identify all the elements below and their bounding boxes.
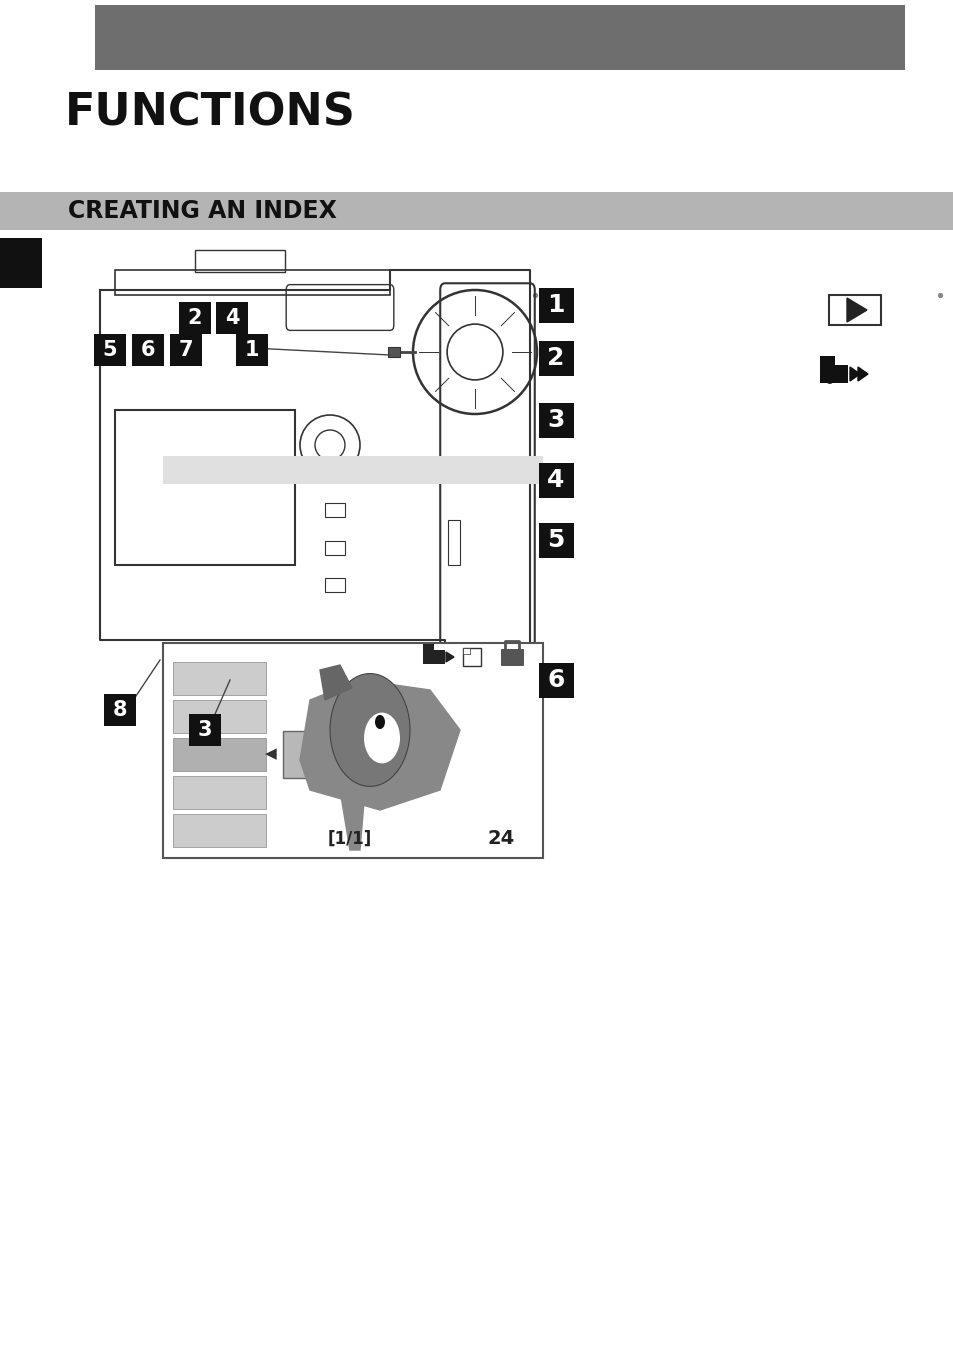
Bar xyxy=(215,302,248,334)
Bar xyxy=(189,713,221,746)
Text: 6: 6 xyxy=(141,341,155,359)
Bar xyxy=(115,411,294,565)
Polygon shape xyxy=(857,367,867,381)
Text: 24: 24 xyxy=(487,829,515,848)
Polygon shape xyxy=(299,680,459,810)
Bar xyxy=(538,402,574,437)
Bar xyxy=(422,650,444,664)
Text: 8: 8 xyxy=(112,700,127,720)
Polygon shape xyxy=(339,790,365,851)
Text: 4: 4 xyxy=(225,308,239,328)
Bar xyxy=(95,5,904,70)
Polygon shape xyxy=(849,367,859,381)
Bar xyxy=(115,271,390,295)
Text: 5: 5 xyxy=(547,528,564,552)
Bar xyxy=(132,334,164,366)
Text: 5: 5 xyxy=(103,341,117,359)
Bar xyxy=(179,302,211,334)
Text: 6: 6 xyxy=(547,668,564,692)
Bar xyxy=(538,664,574,699)
Bar xyxy=(448,520,459,565)
Bar xyxy=(0,192,953,230)
Text: 4: 4 xyxy=(547,468,564,493)
Bar xyxy=(500,649,522,665)
Bar xyxy=(172,700,266,734)
Bar xyxy=(538,463,574,498)
Bar xyxy=(820,365,847,384)
Bar xyxy=(170,334,202,366)
Text: 3: 3 xyxy=(547,408,564,432)
Text: 1: 1 xyxy=(245,341,259,359)
Circle shape xyxy=(821,365,836,384)
Bar xyxy=(325,541,345,555)
Bar xyxy=(538,288,574,323)
Bar xyxy=(828,295,880,324)
Text: 2: 2 xyxy=(547,346,564,370)
Bar xyxy=(172,777,266,809)
Circle shape xyxy=(375,715,385,730)
Bar xyxy=(538,341,574,376)
Bar xyxy=(820,355,835,366)
Text: 1: 1 xyxy=(547,293,564,318)
Polygon shape xyxy=(446,651,454,662)
Bar xyxy=(325,503,345,517)
Bar xyxy=(235,334,268,366)
Polygon shape xyxy=(846,297,866,322)
Bar xyxy=(194,250,285,272)
Bar xyxy=(172,662,266,695)
Bar xyxy=(462,647,470,654)
Bar xyxy=(462,647,480,666)
Bar xyxy=(104,695,136,725)
Bar xyxy=(388,347,399,357)
Bar xyxy=(538,524,574,559)
Text: ◀: ◀ xyxy=(265,747,276,762)
Bar xyxy=(163,643,542,857)
Bar xyxy=(172,738,266,771)
Text: CREATING AN INDEX: CREATING AN INDEX xyxy=(68,199,336,223)
Bar xyxy=(94,334,126,366)
Bar xyxy=(422,643,434,651)
Bar xyxy=(172,814,266,847)
Bar xyxy=(163,456,542,485)
Text: 2: 2 xyxy=(188,308,202,328)
Circle shape xyxy=(330,673,410,786)
Text: 3: 3 xyxy=(197,720,212,740)
Text: [1/1]: [1/1] xyxy=(328,830,372,848)
Circle shape xyxy=(364,712,399,763)
Bar xyxy=(283,731,373,778)
Bar xyxy=(325,577,345,592)
Bar xyxy=(0,238,42,288)
Text: FUNCTIONS: FUNCTIONS xyxy=(65,92,355,135)
Text: 7: 7 xyxy=(178,341,193,359)
Polygon shape xyxy=(319,665,352,700)
